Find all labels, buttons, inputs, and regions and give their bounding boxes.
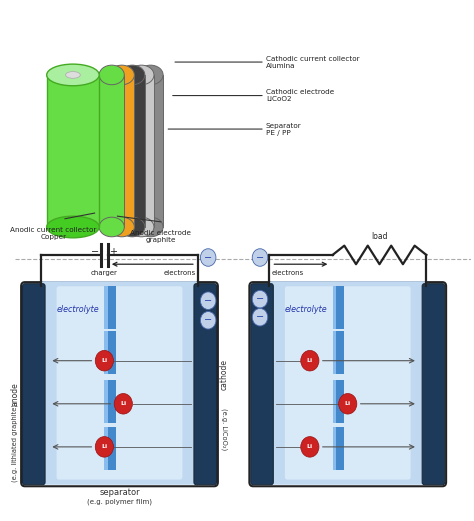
Bar — [333, 380, 337, 424]
Text: Anodic electrode
graphite: Anodic electrode graphite — [130, 230, 191, 243]
Text: Cathodic electrode
LiCoO2: Cathodic electrode LiCoO2 — [266, 89, 334, 102]
Ellipse shape — [99, 217, 124, 237]
Bar — [104, 286, 108, 329]
Circle shape — [338, 393, 357, 414]
FancyBboxPatch shape — [251, 284, 273, 485]
Bar — [337, 427, 344, 470]
Text: Separator
PE / PP: Separator PE / PP — [266, 122, 301, 135]
Bar — [108, 331, 116, 375]
FancyBboxPatch shape — [194, 284, 217, 485]
Circle shape — [114, 393, 132, 414]
FancyBboxPatch shape — [285, 286, 410, 479]
Circle shape — [252, 249, 268, 266]
Bar — [333, 286, 337, 329]
Ellipse shape — [109, 65, 134, 85]
Bar — [108, 380, 116, 424]
FancyBboxPatch shape — [56, 286, 182, 479]
Circle shape — [252, 290, 268, 308]
Text: electrons: electrons — [164, 270, 196, 277]
Text: −: − — [91, 247, 99, 257]
Ellipse shape — [138, 217, 163, 237]
Text: (e.g. polymer film): (e.g. polymer film) — [87, 499, 152, 505]
Circle shape — [95, 351, 113, 371]
Ellipse shape — [47, 64, 99, 86]
Bar — [138, 75, 163, 227]
Text: Li: Li — [101, 444, 108, 450]
Circle shape — [201, 312, 216, 329]
Bar — [120, 75, 145, 227]
Bar — [129, 75, 154, 227]
Ellipse shape — [120, 217, 145, 237]
Bar — [109, 75, 134, 227]
Text: −: − — [256, 253, 264, 263]
Bar — [104, 331, 108, 375]
Text: −: − — [204, 315, 212, 325]
FancyBboxPatch shape — [22, 284, 45, 485]
Text: −: − — [256, 312, 264, 322]
Text: load: load — [371, 231, 388, 241]
Bar — [337, 286, 344, 329]
Text: Anodic current collector
Copper: Anodic current collector Copper — [10, 227, 97, 240]
Text: −: − — [204, 296, 212, 306]
Text: (e.g. lithiated graphite): (e.g. lithiated graphite) — [11, 404, 18, 482]
Bar — [333, 331, 337, 375]
Bar — [99, 75, 124, 227]
FancyBboxPatch shape — [422, 284, 445, 485]
Text: −: − — [256, 294, 264, 304]
Text: Li: Li — [307, 444, 313, 450]
Text: anode: anode — [10, 382, 19, 406]
Bar — [333, 427, 337, 470]
Ellipse shape — [138, 65, 163, 85]
Text: electrons: electrons — [272, 270, 304, 277]
Ellipse shape — [65, 71, 80, 78]
Ellipse shape — [47, 216, 99, 238]
Text: cathode: cathode — [220, 359, 229, 390]
Text: Li: Li — [101, 358, 108, 363]
Circle shape — [301, 351, 319, 371]
Text: −: − — [204, 253, 212, 263]
FancyBboxPatch shape — [267, 281, 428, 485]
Ellipse shape — [109, 217, 134, 237]
Bar — [104, 427, 108, 470]
Ellipse shape — [120, 65, 145, 85]
Text: +: + — [109, 247, 118, 257]
Bar — [104, 380, 108, 424]
Ellipse shape — [129, 217, 154, 237]
Circle shape — [301, 437, 319, 457]
Circle shape — [95, 437, 113, 457]
FancyBboxPatch shape — [249, 282, 446, 486]
Circle shape — [201, 249, 216, 266]
Bar — [337, 380, 344, 424]
Circle shape — [201, 292, 216, 309]
FancyBboxPatch shape — [39, 281, 200, 485]
Text: Li: Li — [345, 401, 351, 406]
Text: Li: Li — [120, 401, 127, 406]
Text: (e.g. LiCoO₂): (e.g. LiCoO₂) — [221, 408, 228, 450]
Bar — [108, 286, 116, 329]
Ellipse shape — [129, 65, 154, 85]
Bar — [337, 331, 344, 375]
FancyBboxPatch shape — [21, 282, 218, 486]
Text: electrolyte: electrolyte — [56, 305, 99, 314]
Text: electrolyte: electrolyte — [285, 305, 328, 314]
Bar — [47, 75, 99, 227]
Ellipse shape — [99, 65, 124, 85]
Text: separator: separator — [99, 488, 140, 498]
Bar — [108, 427, 116, 470]
Text: charger: charger — [91, 270, 118, 277]
Text: Li: Li — [307, 358, 313, 363]
Text: Cathodic current collector
Alumina: Cathodic current collector Alumina — [266, 56, 359, 69]
Circle shape — [252, 308, 268, 326]
